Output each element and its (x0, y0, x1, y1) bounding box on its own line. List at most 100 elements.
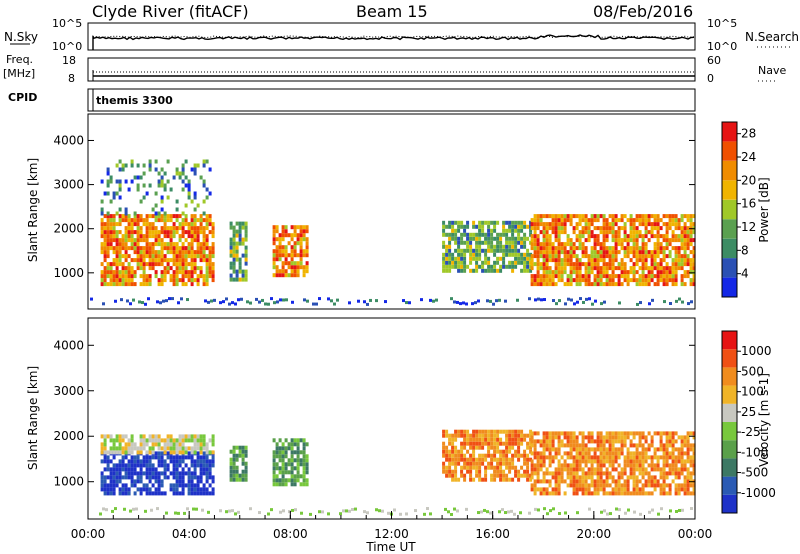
heatmap-cell (517, 449, 521, 454)
heatmap-cell (689, 459, 693, 464)
heatmap-cell (160, 238, 164, 243)
heatmap-cell (139, 450, 143, 455)
heatmap-cell (481, 453, 485, 458)
heatmap-cell (611, 258, 615, 263)
heatmap-cell (151, 254, 155, 259)
heatmap-cell (136, 479, 140, 484)
heatmap-cell (520, 473, 524, 478)
heatmap-cell (575, 451, 579, 456)
heatmap-cell (584, 246, 588, 251)
heatmap-cell (290, 442, 294, 447)
heatmap-cell (505, 473, 509, 478)
heatmap-cell (299, 474, 303, 479)
heatmap-cell (560, 258, 564, 263)
heatmap-cell (614, 218, 618, 223)
heatmap-cell (557, 435, 561, 440)
heatmap-cell (614, 238, 618, 243)
heatmap-cell (154, 218, 158, 223)
heatmap-cell (451, 252, 455, 257)
heatmap-cell (554, 282, 558, 287)
heatmap-cell (560, 242, 564, 247)
heatmap-cell (662, 246, 666, 251)
heatmap-cell (632, 262, 636, 267)
heatmap-cell (296, 261, 300, 266)
heatmap-cell (496, 473, 500, 478)
heatmap-cell (665, 282, 669, 287)
heatmap-cell (481, 477, 485, 482)
heatmap-cell (148, 278, 152, 283)
heatmap-cell (139, 282, 143, 287)
heatmap-cell (124, 230, 128, 235)
heatmap-cell (156, 507, 159, 511)
heatmap-cell (451, 264, 455, 269)
heatmap-cell (281, 474, 285, 479)
heatmap-cell (196, 483, 200, 488)
heatmap-cell (659, 250, 663, 255)
heatmap-cell (573, 302, 576, 306)
heatmap-cell (596, 258, 600, 263)
heatmap-cell (348, 509, 351, 513)
heatmap-cell (457, 449, 461, 454)
heatmap-cell (623, 471, 627, 476)
heatmap-cell (154, 262, 158, 267)
heatmap-cell (448, 473, 452, 478)
heatmap-cell (121, 467, 125, 472)
heatmap-cell (478, 441, 482, 446)
heatmap-cell (569, 262, 573, 267)
heatmap-cell (662, 483, 666, 488)
heatmap-cell (281, 265, 285, 270)
heatmap-cell (581, 230, 585, 235)
heatmap-cell (533, 238, 537, 243)
heatmap-cell (493, 268, 497, 273)
heatmap-cell (632, 491, 636, 496)
heatmap-cell (172, 214, 176, 219)
heatmap-cell (181, 234, 185, 239)
heatmap-cell (635, 447, 639, 452)
heatmap-cell (469, 453, 473, 458)
heatmap-cell (299, 225, 303, 230)
heatmap-cell (154, 471, 158, 476)
heatmap-cell (599, 270, 603, 275)
y-tick-label: 4000 (53, 338, 84, 352)
heatmap-cell (211, 270, 215, 275)
heatmap-cell (145, 238, 149, 243)
heatmap-cell (548, 431, 552, 436)
heatmap-cell (121, 246, 125, 251)
heatmap-cell (127, 230, 131, 235)
heatmap-cell (686, 234, 690, 239)
heatmap-cell (229, 469, 233, 474)
heatmap-cell (127, 278, 131, 283)
heatmap-cell (169, 250, 173, 255)
heatmap-cell (519, 511, 522, 515)
heatmap-cell (112, 230, 116, 235)
heatmap-cell (629, 270, 633, 275)
heatmap-cell (644, 459, 648, 464)
heatmap-cell (656, 467, 660, 472)
heatmap-cell (178, 434, 182, 439)
heatmap-cell (442, 433, 446, 438)
heatmap-cell (118, 438, 122, 443)
heatmap-cell (445, 268, 449, 273)
heatmap-cell (169, 234, 173, 239)
heatmap-cell (463, 465, 467, 470)
heatmap-cell (526, 248, 530, 253)
heatmap-cell (157, 238, 161, 243)
heatmap-cell (121, 438, 125, 443)
heatmap-cell (653, 274, 657, 279)
heatmap-cell (641, 254, 645, 259)
heatmap-cell (517, 248, 521, 253)
heatmap-cell (127, 487, 131, 492)
heatmap-cell (578, 443, 582, 448)
heatmap-cell (281, 442, 285, 447)
heatmap-cell (103, 438, 107, 443)
heatmap-cell (536, 471, 540, 476)
heatmap-cell (237, 298, 240, 302)
heatmap-cell (115, 274, 119, 279)
heatmap-cell (100, 246, 104, 251)
heatmap-cell (193, 471, 197, 476)
heatmap-cell (566, 451, 570, 456)
heatmap-cell (677, 250, 681, 255)
heatmap-cell (229, 449, 233, 454)
heatmap-cell (160, 207, 164, 212)
heatmap-cell (644, 230, 648, 235)
